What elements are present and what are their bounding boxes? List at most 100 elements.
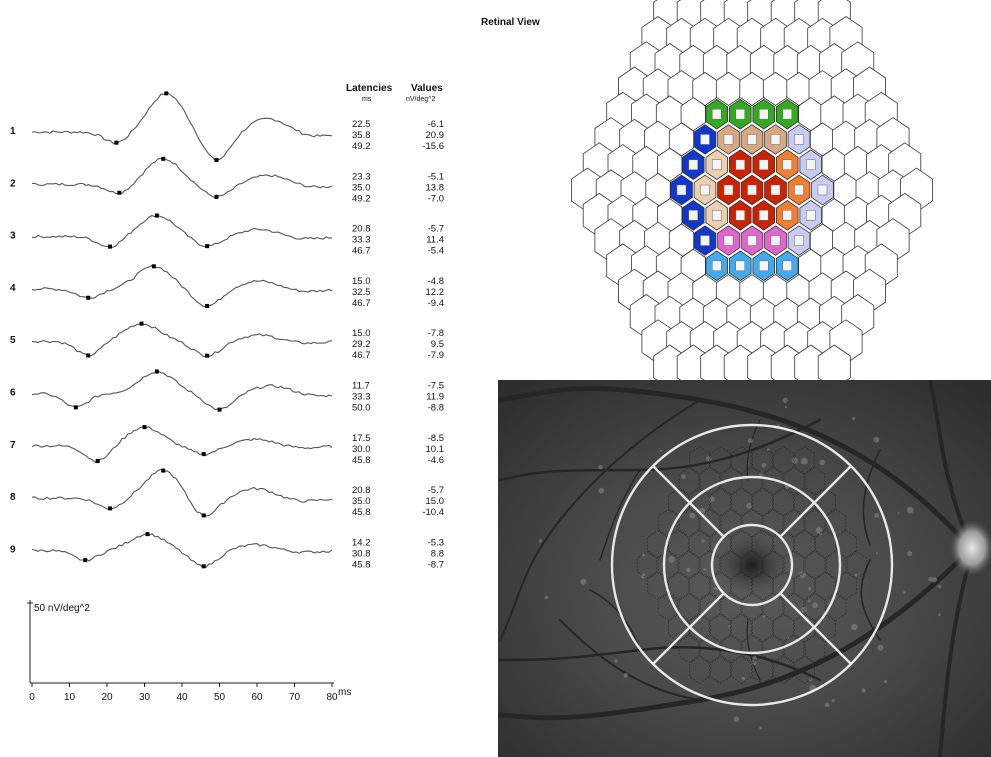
deposit-dot xyxy=(782,397,788,403)
value-cell: -9.4 xyxy=(428,298,444,309)
latency-marker xyxy=(201,564,206,569)
deposit-dot xyxy=(614,659,618,663)
waveform-trace xyxy=(31,214,332,248)
axis-tick-label: 10 xyxy=(64,692,76,703)
waveform-trace xyxy=(31,426,333,463)
fundus-hex-cell xyxy=(731,572,752,600)
etdrs-sector-line xyxy=(779,592,852,665)
etdrs-ring xyxy=(662,475,842,655)
fundus-hex-cell xyxy=(689,530,710,558)
deposit-dot xyxy=(938,613,941,616)
fundus-hex-cell xyxy=(752,530,773,558)
value-cell: 11.4 xyxy=(426,235,444,246)
deposit-dot xyxy=(897,511,900,514)
fundus-hex-cell xyxy=(773,614,794,642)
latency-value-table: Latencies ms Values nV/deg^2 22.5 -6.1 35.… xyxy=(346,83,444,570)
latency-cell: 29.2 xyxy=(352,339,371,350)
latency-cell: 50.0 xyxy=(352,403,371,414)
latency-marker xyxy=(145,532,150,537)
values-header: Values xyxy=(411,83,443,94)
deposit-dot xyxy=(877,644,884,651)
latency-cell: 35.0 xyxy=(352,496,371,507)
fundus-hex-cell xyxy=(710,446,731,474)
axis-tick-label: 60 xyxy=(251,692,263,703)
fundus-hex-cell xyxy=(689,572,710,600)
fundus-hex-cell xyxy=(794,446,815,474)
axis-tick-label: 50 xyxy=(214,692,226,703)
fundus-hex-cell xyxy=(678,635,700,663)
deposit-dot xyxy=(753,655,757,660)
deposit-dot xyxy=(851,623,858,631)
hex-cell-badge xyxy=(759,210,769,221)
fundus-photo xyxy=(498,380,991,757)
value-cell: -6.1 xyxy=(428,119,444,130)
latency-cell: 14.2 xyxy=(352,537,371,548)
latency-cell: 30.8 xyxy=(352,548,371,559)
deposit-dot xyxy=(759,726,763,730)
value-cell: -10.4 xyxy=(422,507,444,518)
latency-cell: 35.0 xyxy=(352,182,371,193)
deposit-dot xyxy=(668,556,675,563)
trace-label: 5 xyxy=(10,335,16,346)
deposit-dot xyxy=(703,567,707,571)
axis-tick-label: 80 xyxy=(326,692,338,703)
latency-cell: 32.5 xyxy=(352,287,371,298)
fundus-hex-cell xyxy=(825,593,847,621)
fundus-hex-cell xyxy=(689,446,710,474)
fundus-hex-cell xyxy=(741,551,763,579)
deposit-dot xyxy=(747,438,753,444)
hex-cell-badge xyxy=(700,184,710,196)
fundus-hex-cell xyxy=(710,488,731,516)
value-cell: -7.0 xyxy=(428,193,444,204)
latency-marker xyxy=(95,459,100,464)
hex-cell-badge xyxy=(735,108,745,120)
latency-marker xyxy=(117,190,122,195)
fovea xyxy=(718,535,786,595)
deposit-dot xyxy=(728,625,730,628)
fundus-hex-cell xyxy=(773,488,794,516)
hex-cell-badge xyxy=(712,210,722,221)
hex-cell-badge xyxy=(712,260,722,272)
fundus-hex-cell xyxy=(699,635,721,663)
fundus-hex-cell xyxy=(668,530,689,558)
latency-cell: 33.3 xyxy=(352,392,371,403)
waveform-trace xyxy=(31,469,333,517)
deposit-dot xyxy=(623,673,629,678)
latency-cell: 23.3 xyxy=(352,171,371,182)
hex-cell-badge xyxy=(817,184,828,196)
fundus-hex-cell xyxy=(752,446,773,474)
hex-cell-badge xyxy=(700,134,710,145)
fundus-hex-cell xyxy=(773,530,794,558)
value-cell: 9.5 xyxy=(431,339,444,350)
deposit-dot xyxy=(641,553,645,557)
fundus-hex-cell xyxy=(762,635,784,663)
hex-cell-badge xyxy=(759,159,769,170)
deposit-dot xyxy=(741,676,746,681)
value-cell: -8.8 xyxy=(428,403,444,414)
hex-cell-badge xyxy=(747,184,757,196)
waveform-trace xyxy=(31,323,333,358)
latency-marker xyxy=(161,468,166,473)
fundus-hex-cell xyxy=(731,656,752,684)
fundus-hex-cell xyxy=(762,467,784,495)
latency-marker xyxy=(83,558,88,563)
latency-cell: 46.7 xyxy=(352,246,371,257)
fundus-hex-cell xyxy=(720,635,742,663)
trace-label: 1 xyxy=(10,126,16,137)
fundus-hex-cell xyxy=(689,614,710,642)
latency-cell: 30.0 xyxy=(352,444,371,455)
fundus-hex-cell xyxy=(741,509,763,537)
deposit-dot xyxy=(854,573,858,577)
value-cell: 13.8 xyxy=(426,182,445,193)
trace-label: 8 xyxy=(10,492,16,503)
fundus-hex-cell xyxy=(699,509,721,537)
etdrs-sector-line xyxy=(779,465,852,538)
value-cell: -7.8 xyxy=(428,328,444,339)
axis-tick-label: 70 xyxy=(289,692,301,703)
hex-cell-badge xyxy=(676,184,687,196)
hex-cell-badge xyxy=(806,159,816,170)
deposit-dot xyxy=(708,496,715,503)
fundus-hex-cell xyxy=(752,572,773,600)
deposit-dot xyxy=(906,506,914,514)
